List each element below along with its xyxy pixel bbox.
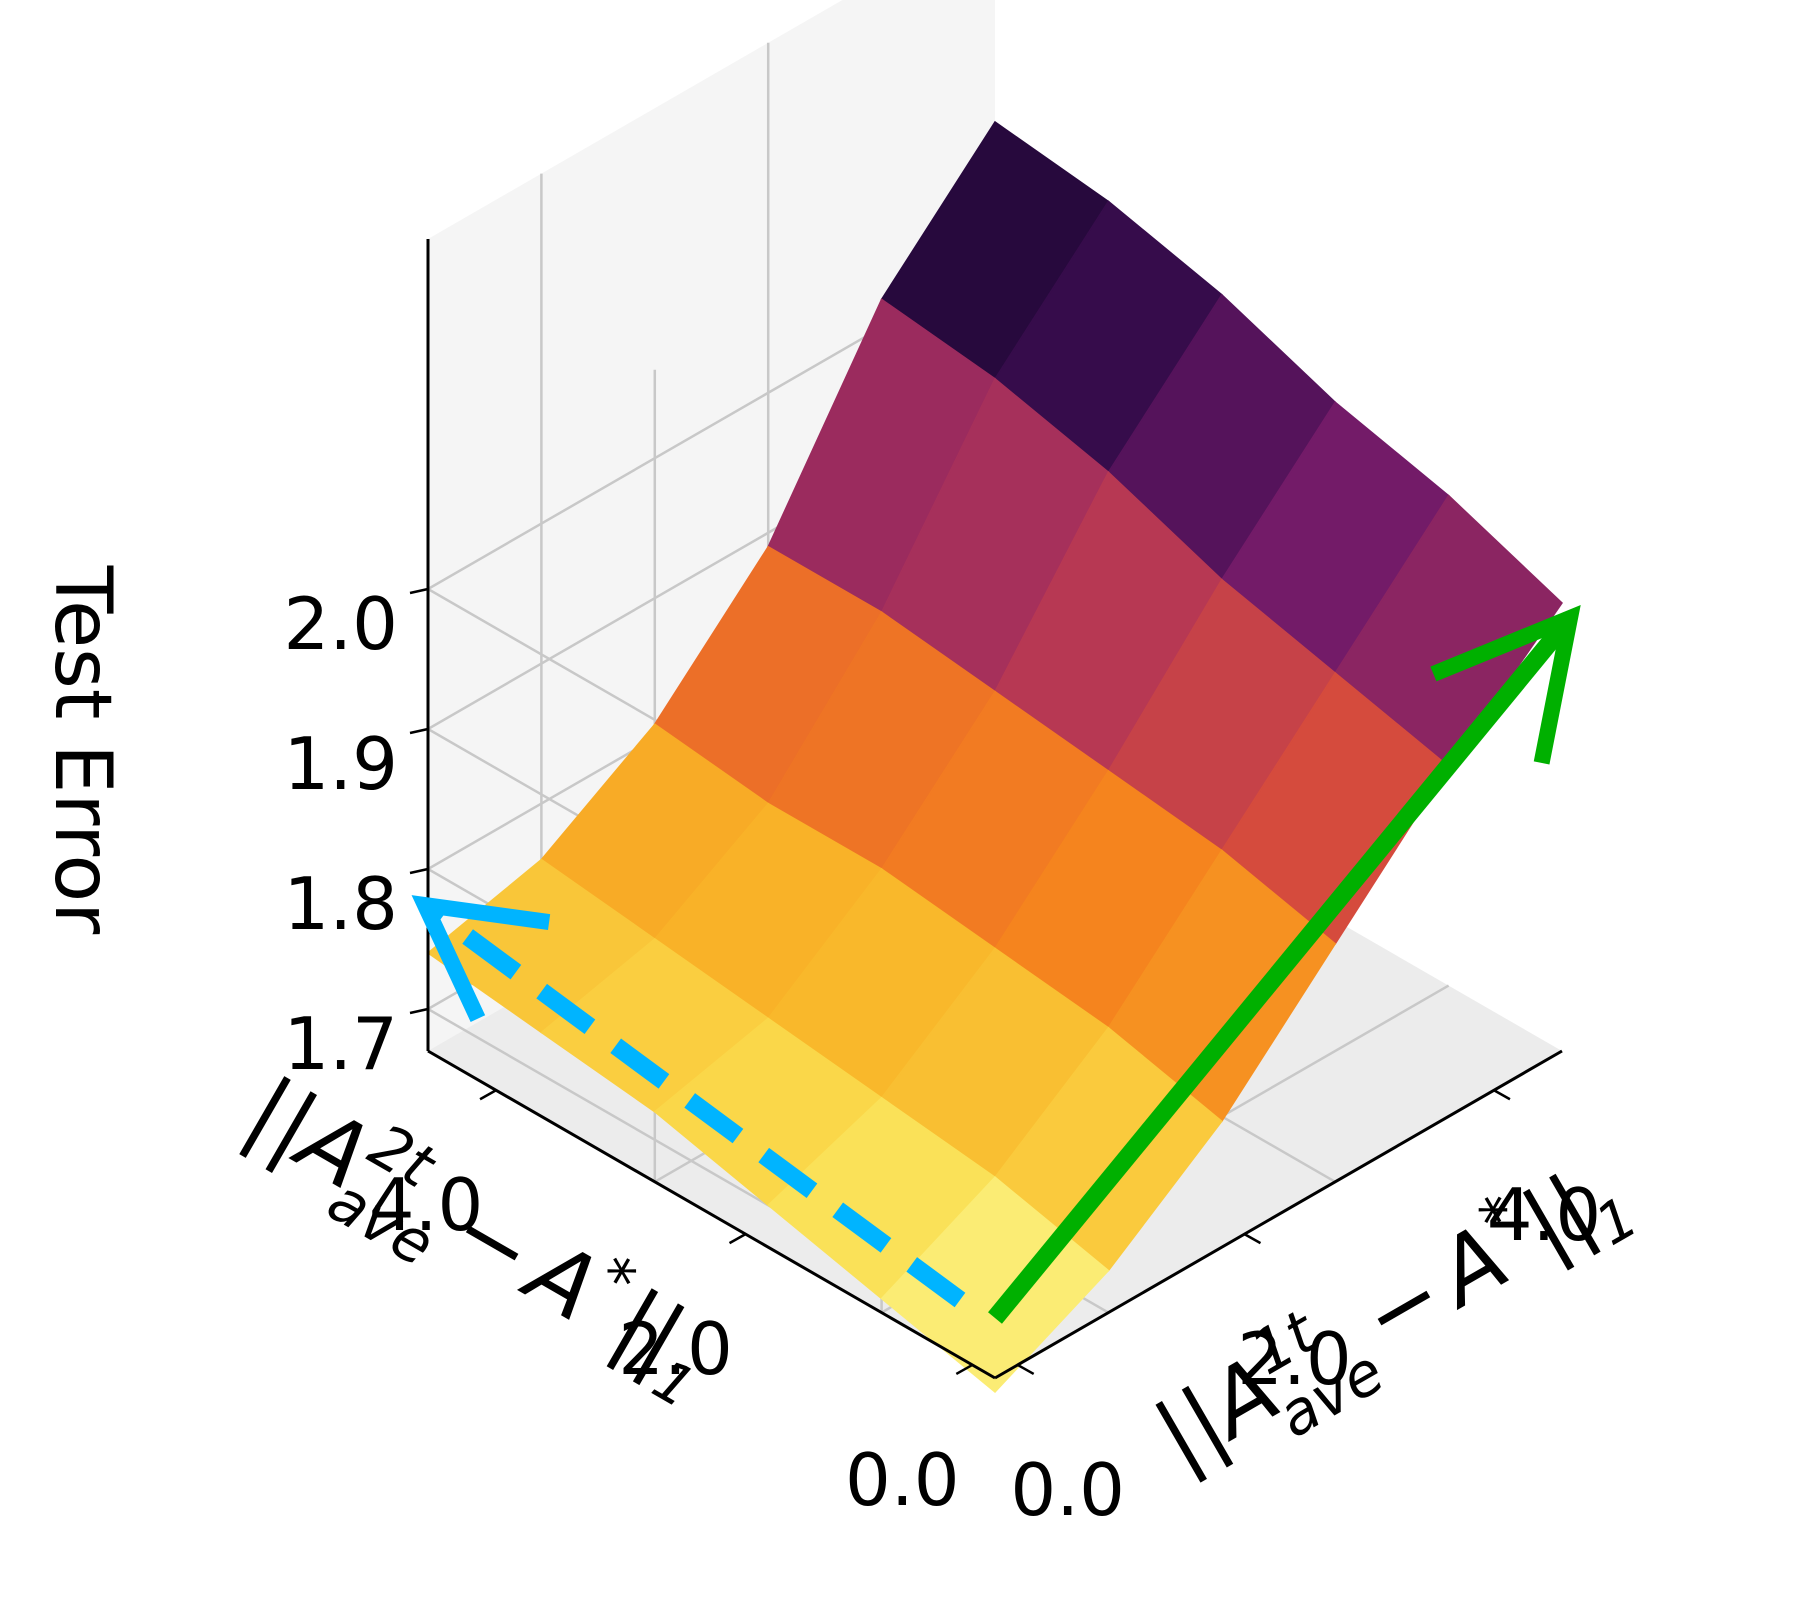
y-tick-label-2: 4.0 <box>369 1163 484 1247</box>
z-tick-1 <box>409 867 429 875</box>
y-tick-2 <box>479 1089 497 1101</box>
x-tick-label-1: 2.0 <box>1237 1317 1352 1401</box>
z-tick-label-2: 1.9 <box>283 722 398 806</box>
y-tick-label-1: 2.0 <box>618 1307 733 1391</box>
z-tick-label-3: 2.0 <box>283 582 398 666</box>
y-tick-1 <box>728 1233 747 1245</box>
y-axis-line <box>427 1049 996 1380</box>
x-tick-label-0: 0.0 <box>1010 1448 1125 1532</box>
tick-labels: 0.0 2.0 4.0 0.0 2.0 4.0 1.7 1.8 1.9 2.0 <box>283 582 1601 1532</box>
y-direction-arrow-head <box>411 895 551 1022</box>
x-axis-line <box>994 1049 1563 1380</box>
z-tick-2 <box>409 727 429 735</box>
z-tick-3 <box>409 587 429 595</box>
y-tick-0 <box>955 1363 973 1376</box>
surface-patch-0-0 <box>880 1176 1110 1394</box>
x-tick-1 <box>1243 1233 1262 1245</box>
x-tick-label-2: 4.0 <box>1487 1173 1602 1257</box>
x-direction-arrow-head <box>1430 604 1581 765</box>
z-tick-0 <box>409 1007 429 1015</box>
surface <box>426 120 1563 1394</box>
x-tick-0 <box>1017 1363 1035 1376</box>
z-tick-label-1: 1.8 <box>283 862 398 946</box>
z-tick-label-0: 1.7 <box>283 1002 398 1086</box>
y-tick-label-0: 0.0 <box>845 1438 960 1522</box>
y-direction-arrow <box>419 897 966 1308</box>
x-tick-2 <box>1493 1089 1511 1101</box>
z-axis-title: Test Error <box>37 565 127 935</box>
x-direction-arrow <box>988 612 1577 1324</box>
direction-arrows <box>411 604 1581 1324</box>
